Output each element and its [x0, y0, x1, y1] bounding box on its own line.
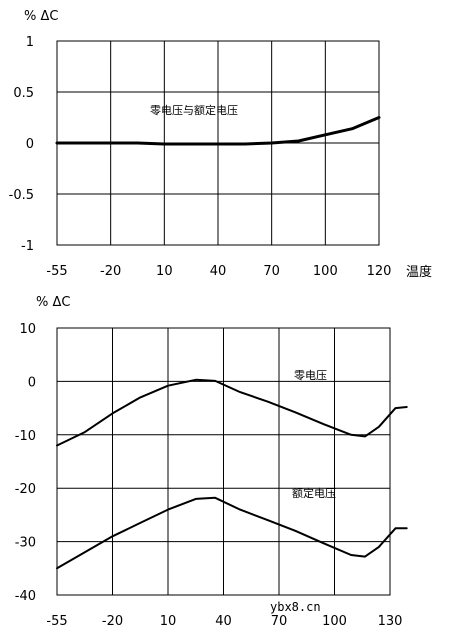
y-tick-label: 0 — [26, 137, 34, 152]
x-tick-label: 130 — [378, 614, 403, 629]
series-lines-2 — [56, 378, 408, 570]
x-tick-label: 70 — [271, 614, 288, 629]
y-tick-label: -30 — [15, 536, 36, 551]
y-tick-label: 0 — [28, 375, 36, 390]
x-tick-label: 120 — [367, 264, 392, 279]
series-line — [55, 116, 381, 146]
x-tick-label: 100 — [322, 614, 347, 629]
x-tick-label: -20 — [102, 614, 123, 629]
y-tick-label: -10 — [15, 429, 36, 444]
y-axis-label-2: % ΔC — [36, 295, 70, 310]
y-tick-label: 10 — [19, 322, 36, 337]
chart-1: 1 0.5 0 -0.5 -1 -55 -20 10 40 70 100 120 % ΔC 温度 零… — [9, 9, 432, 280]
y-tick-label: 0.5 — [13, 86, 34, 101]
x-tick-labels-1: -55 -20 10 40 70 100 120 — [46, 264, 391, 279]
x-tick-label: -55 — [46, 614, 67, 629]
y-tick-label: -20 — [15, 482, 36, 497]
gridlines-2 — [57, 328, 390, 595]
y-axis-label-1: % ΔC — [24, 9, 58, 24]
gridlines-1 — [57, 41, 379, 245]
x-tick-label: 40 — [210, 264, 227, 279]
x-tick-label: 70 — [263, 264, 280, 279]
x-tick-label: -55 — [46, 264, 67, 279]
series-lines-1 — [55, 116, 381, 146]
annotation-rated-voltage: 额定电压 — [292, 486, 336, 500]
series-line — [56, 378, 408, 447]
x-tick-label: -20 — [100, 264, 121, 279]
y-tick-label: 1 — [26, 35, 34, 50]
y-tick-label: -40 — [15, 589, 36, 604]
chart-2: 100-10-20-30-40 -55 -20 10 40 70 100 130 % ΔC … — [15, 295, 408, 629]
y-tick-label: -1 — [21, 239, 34, 254]
x-tick-labels-2: -55 -20 10 40 70 100 130 — [46, 614, 402, 629]
series-line — [56, 496, 408, 570]
y-tick-labels-2: 10 0 -10 -20 -30 -40 — [15, 322, 36, 604]
annotation-zero-voltage: 零电压 — [294, 369, 327, 382]
x-tick-label: 10 — [156, 264, 173, 279]
x-tick-label: 100 — [313, 264, 338, 279]
x-tick-label: 40 — [215, 614, 232, 629]
watermark: ybx8.cn — [270, 600, 321, 614]
y-tick-labels-1: 1 0.5 0 -0.5 -1 — [9, 35, 34, 254]
annotation-zero-and-rated-voltage: 零电压与额定电压 — [150, 103, 238, 117]
x-tick-label: 10 — [160, 614, 177, 629]
x-axis-label-1: 温度 — [406, 264, 432, 280]
y-tick-label: -0.5 — [9, 188, 34, 203]
